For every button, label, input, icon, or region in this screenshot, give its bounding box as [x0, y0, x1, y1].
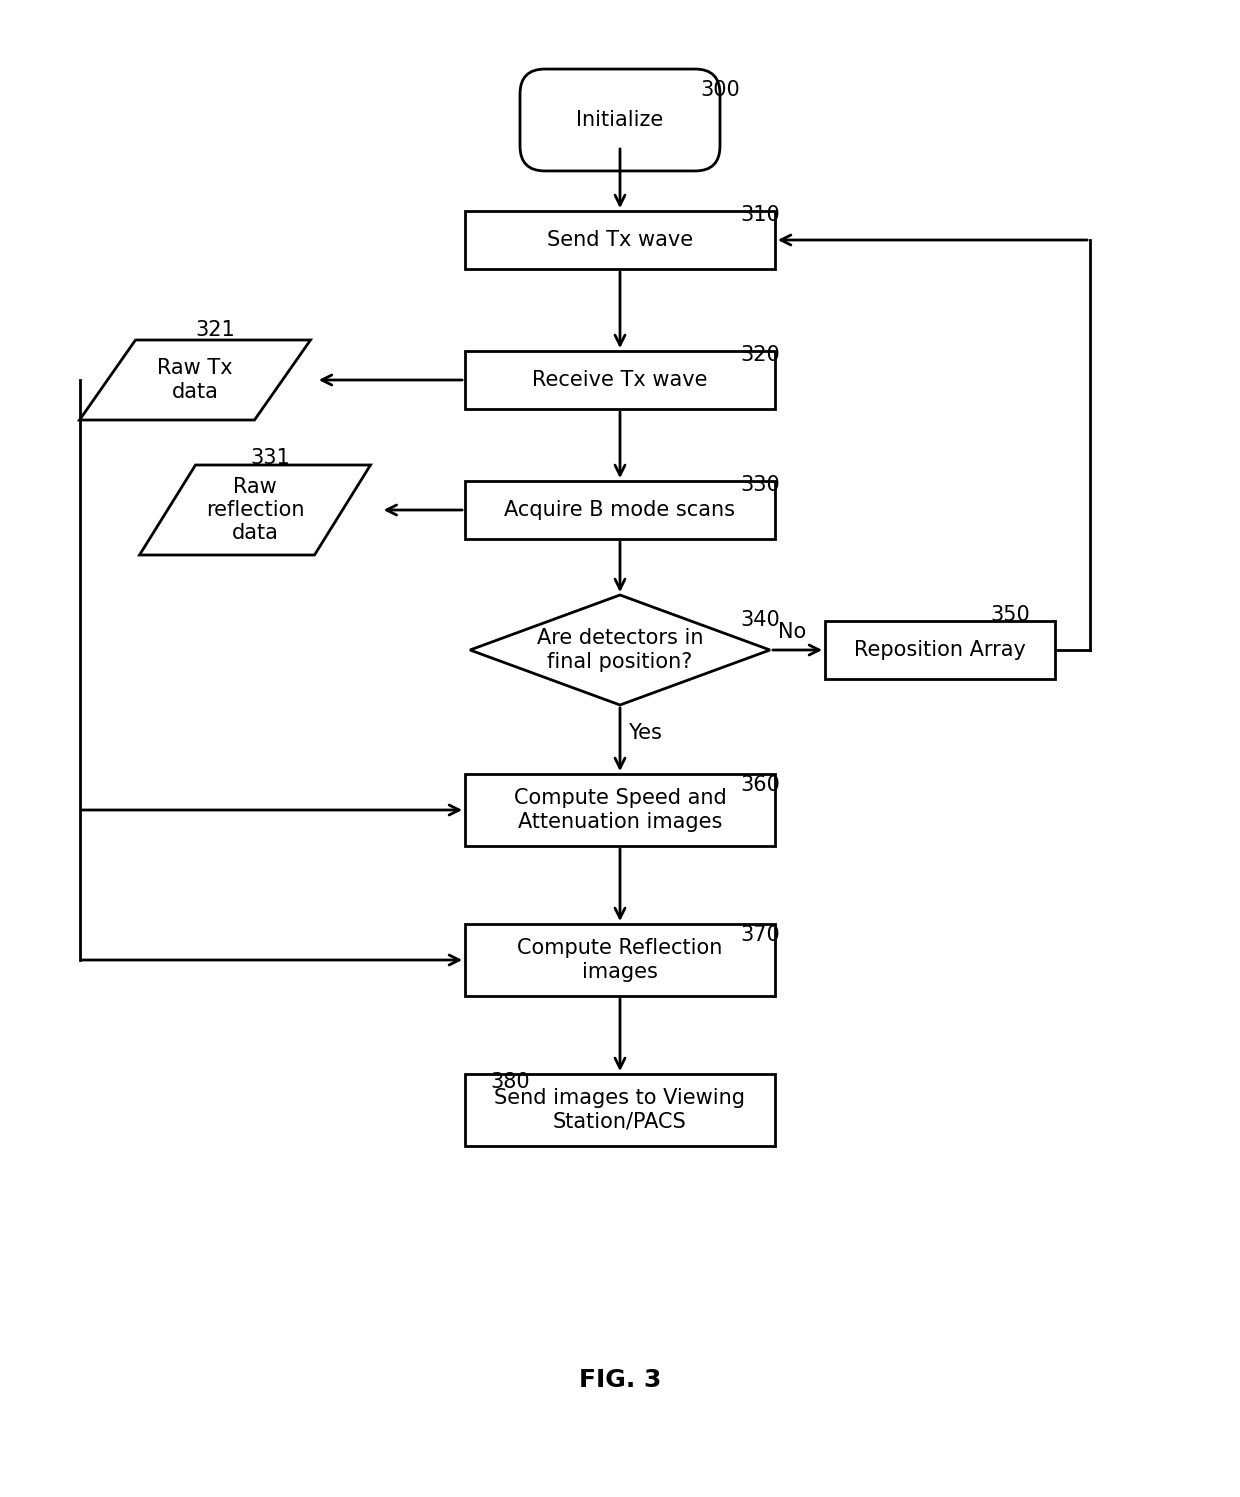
Text: Receive Tx wave: Receive Tx wave [532, 370, 708, 391]
Text: Send images to Viewing
Station/PACS: Send images to Viewing Station/PACS [495, 1088, 745, 1132]
Bar [465, 774, 775, 846]
Text: Compute Reflection
images: Compute Reflection images [517, 939, 723, 982]
Bar [465, 211, 775, 269]
Text: Initialize: Initialize [577, 109, 663, 130]
Text: Compute Speed and
Attenuation images: Compute Speed and Attenuation images [513, 789, 727, 832]
Text: Send Tx wave: Send Tx wave [547, 231, 693, 250]
Text: 320: 320 [740, 344, 780, 365]
Text: 360: 360 [740, 775, 780, 795]
Text: Are detectors in
final position?: Are detectors in final position? [537, 629, 703, 672]
FancyBboxPatch shape [520, 69, 720, 171]
Text: 310: 310 [740, 205, 780, 225]
Text: FIG. 3: FIG. 3 [579, 1368, 661, 1392]
Text: 300: 300 [701, 79, 740, 100]
Text: 350: 350 [990, 605, 1030, 626]
Polygon shape [139, 466, 371, 555]
Text: Yes: Yes [627, 723, 662, 743]
Bar [465, 350, 775, 409]
Text: 330: 330 [740, 475, 780, 496]
Bar [465, 1073, 775, 1147]
Text: 340: 340 [740, 609, 780, 630]
Text: Raw
reflection
data: Raw reflection data [206, 478, 304, 543]
Bar [465, 481, 775, 539]
Text: Reposition Array: Reposition Array [854, 641, 1025, 660]
Text: 370: 370 [740, 925, 780, 945]
Text: No: No [777, 621, 806, 642]
Text: 321: 321 [195, 320, 234, 340]
Text: 331: 331 [250, 448, 290, 469]
Text: 380: 380 [490, 1072, 529, 1091]
Bar [465, 924, 775, 996]
Polygon shape [79, 340, 310, 421]
Text: Acquire B mode scans: Acquire B mode scans [505, 500, 735, 519]
Bar [825, 621, 1055, 680]
Text: Raw Tx
data: Raw Tx data [157, 358, 233, 401]
Polygon shape [470, 594, 770, 705]
